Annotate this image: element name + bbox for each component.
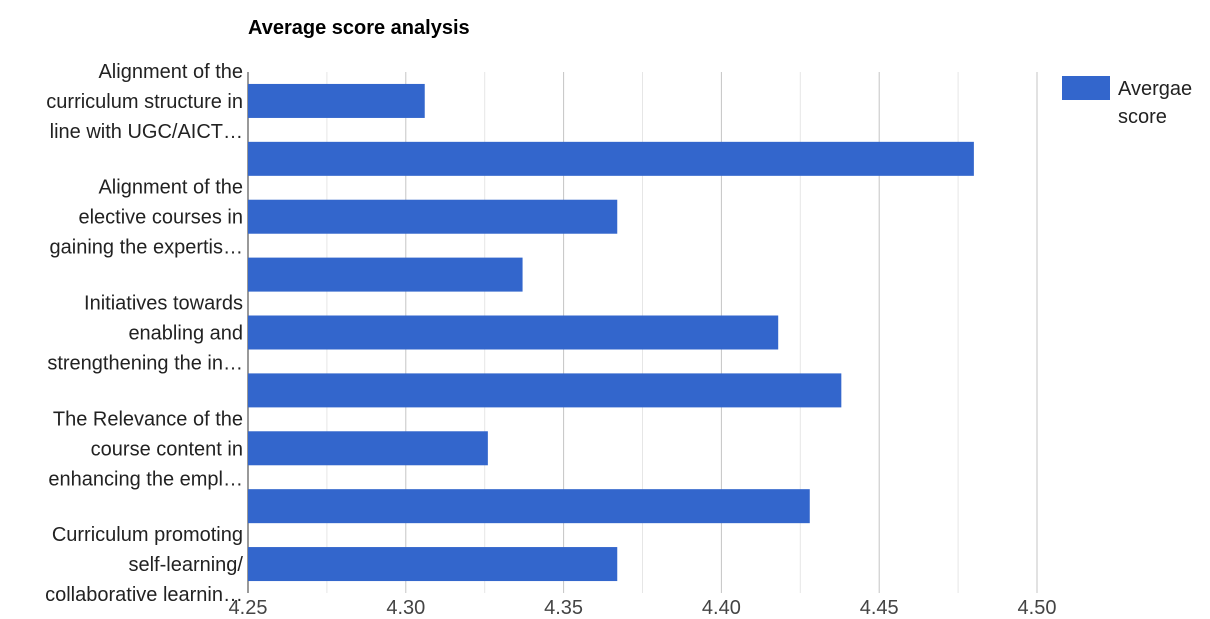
category-label: Alignment of the elective courses in gaini… — [50, 177, 243, 259]
category-label: Initiatives towards enabling and strengthe… — [47, 293, 243, 375]
category-label: Alignment of the curriculum structure in l… — [46, 61, 243, 143]
x-tick-label: 4.25 — [229, 597, 268, 619]
x-tick-label: 4.40 — [702, 597, 741, 619]
x-tick-label: 4.45 — [860, 597, 899, 619]
x-tick-label: 4.30 — [386, 597, 425, 619]
bar — [248, 315, 779, 350]
bars — [248, 83, 974, 582]
bar — [248, 199, 618, 234]
legend-swatch — [1062, 76, 1110, 100]
bar — [248, 547, 618, 582]
bar — [248, 83, 425, 118]
category-labels: Alignment of the curriculum structure in l… — [45, 61, 243, 606]
bar — [248, 141, 974, 176]
category-label: Curriculum promoting self-learning/collab… — [45, 524, 243, 606]
x-axis-ticks: 4.25 4.30 4.35 4.40 4.45 4.50 — [229, 597, 1057, 619]
bar — [248, 373, 842, 408]
bar — [248, 257, 523, 292]
bar — [248, 431, 488, 466]
bar — [248, 489, 810, 524]
chart-title: Average score analysis — [248, 17, 470, 39]
legend[interactable]: Avergae score — [1062, 76, 1192, 128]
x-tick-label: 4.35 — [544, 597, 583, 619]
category-label: The Relevance of the course content in enh… — [48, 408, 243, 490]
x-tick-label: 4.50 — [1018, 597, 1057, 619]
legend-label: Avergae score — [1118, 78, 1192, 128]
